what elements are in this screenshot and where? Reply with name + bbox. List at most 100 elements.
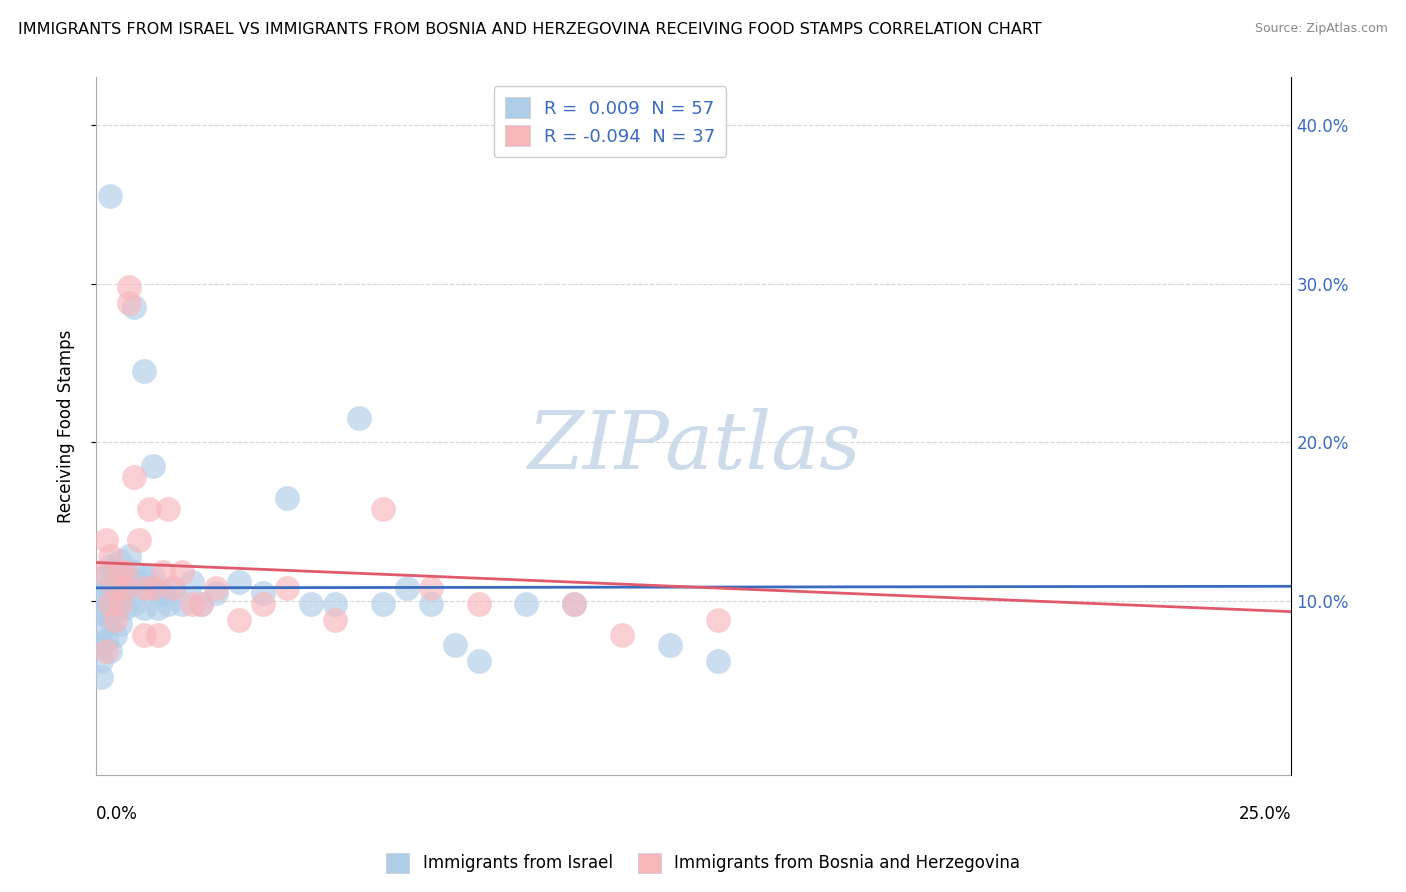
Point [190,597,212,611]
Point [118,549,141,564]
Point [108,597,131,611]
Point [94,644,117,658]
Point [148,601,170,615]
Point [98,644,121,658]
Point [94,533,117,548]
Point [94,633,117,648]
Point [90,565,112,579]
Point [108,617,131,632]
Point [162,581,184,595]
Point [94,581,117,595]
Point [276,491,298,505]
Point [443,638,465,652]
Point [228,613,250,627]
Point [204,585,226,599]
Point [132,364,155,378]
Point [299,597,322,611]
Point [98,549,121,564]
Point [190,597,212,611]
Point [515,597,537,611]
Point [104,581,127,595]
Point [138,501,160,516]
Point [118,279,141,293]
Point [122,470,145,484]
Point [323,597,346,611]
Text: 0.0%: 0.0% [96,805,138,823]
Point [467,597,489,611]
Point [98,558,121,573]
Point [98,189,121,203]
Legend: R =  0.009  N = 57, R = -0.094  N = 37: R = 0.009 N = 57, R = -0.094 N = 37 [494,87,727,157]
Point [90,606,112,620]
Point [419,597,441,611]
Point [132,628,155,642]
Point [610,628,633,642]
Point [156,597,179,611]
Point [138,581,160,595]
Point [152,565,174,579]
Text: ZIPatlas: ZIPatlas [527,409,860,486]
Point [142,570,165,584]
Point [658,638,681,652]
Point [180,574,202,589]
Point [172,597,194,611]
Point [252,597,274,611]
Point [142,458,165,473]
Point [148,628,170,642]
Point [114,570,136,584]
Point [104,613,127,627]
Point [132,581,155,595]
Point [467,654,489,668]
Point [108,565,131,579]
Point [94,570,117,584]
Point [90,670,112,684]
Point [323,613,346,627]
Point [118,581,141,595]
Point [156,501,179,516]
Point [347,411,370,425]
Text: Source: ZipAtlas.com: Source: ZipAtlas.com [1254,22,1388,36]
Point [90,638,112,652]
Point [371,597,394,611]
Point [276,581,298,595]
Point [128,533,150,548]
Text: 25.0%: 25.0% [1239,805,1292,823]
Point [706,654,728,668]
Point [98,597,121,611]
Point [395,581,418,595]
Point [90,654,112,668]
Point [204,581,226,595]
Point [371,501,394,516]
Point [104,597,127,611]
Point [114,565,136,579]
Point [118,295,141,310]
Point [142,581,165,595]
Point [132,570,155,584]
Point [108,585,131,599]
Point [98,591,121,605]
Point [252,585,274,599]
Point [152,585,174,599]
Point [108,554,131,568]
Point [90,622,112,636]
Point [132,601,155,615]
Point [180,597,202,611]
Point [562,597,585,611]
Point [122,300,145,314]
Point [162,581,184,595]
Point [104,628,127,642]
Point [114,601,136,615]
Point [98,613,121,627]
Point [228,574,250,589]
Point [122,565,145,579]
Point [706,613,728,627]
Point [122,597,145,611]
Point [94,601,117,615]
Point [128,574,150,589]
Point [90,591,112,605]
Point [114,581,136,595]
Point [562,597,585,611]
Y-axis label: Receiving Food Stamps: Receiving Food Stamps [58,329,75,523]
Legend: Immigrants from Israel, Immigrants from Bosnia and Herzegovina: Immigrants from Israel, Immigrants from … [380,847,1026,880]
Point [104,565,127,579]
